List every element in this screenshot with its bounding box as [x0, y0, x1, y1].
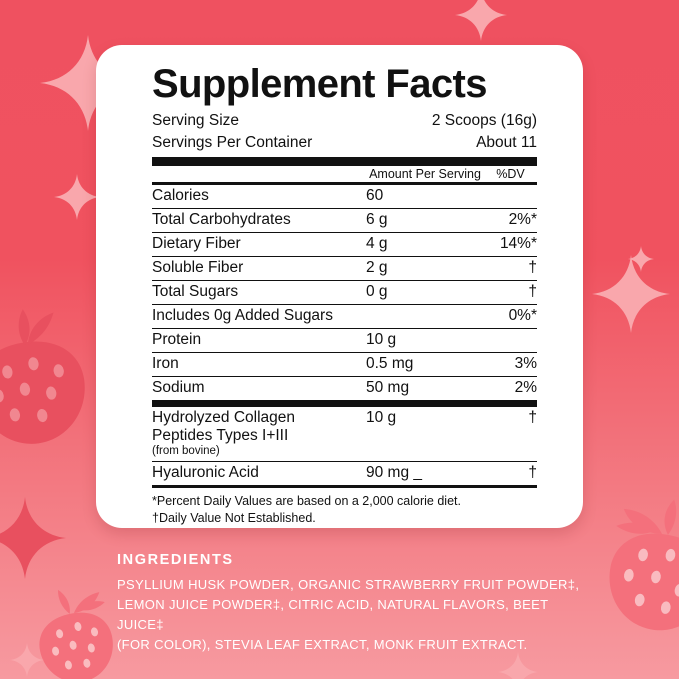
- row-amount: 60: [366, 181, 484, 209]
- row-dv: †: [484, 461, 537, 486]
- table-row: Includes 0g Added Sugars 0%*: [152, 303, 537, 329]
- table-row: Total Carbohydrates 6 g 2%*: [152, 207, 537, 233]
- row-dv: 14%*: [484, 231, 537, 257]
- row-dv: 2%*: [484, 207, 537, 233]
- row-dv: 2%: [484, 375, 537, 404]
- row-name: Dietary Fiber: [152, 231, 366, 257]
- row-amount: 10 g: [366, 399, 484, 462]
- table-row: Protein 10 g: [152, 327, 537, 353]
- serving-size-label: Serving Size: [152, 112, 240, 130]
- row-dv: [484, 327, 537, 353]
- row-amount: 0 g: [366, 279, 484, 305]
- table-header-row: Amount Per Serving %DV: [152, 166, 537, 184]
- row-dv: 3%: [484, 351, 537, 377]
- header-cell-name: [152, 166, 366, 184]
- row-name: Sodium: [152, 375, 366, 404]
- row-amount: 50 mg: [366, 375, 484, 404]
- row-amount: 90 mg _: [366, 461, 484, 486]
- row-dv: 0%*: [484, 303, 537, 329]
- ingredients-line: PSYLLIUM HUSK POWDER, ORGANIC STRAWBERRY…: [117, 577, 580, 592]
- servings-per-container-row: Servings Per Container About 11: [152, 132, 537, 153]
- header-cell-dv: %DV: [496, 166, 525, 181]
- ingredients-heading: INGREDIENTS: [117, 552, 234, 568]
- table-row: Dietary Fiber 4 g 14%*: [152, 231, 537, 257]
- servings-per-container-value: About 11: [476, 133, 537, 151]
- table-row: Calories 60: [152, 181, 537, 209]
- table-row-hyaluronic: Hyaluronic Acid 90 mg _ †: [152, 461, 537, 486]
- row-name: Protein: [152, 327, 366, 353]
- sparkle-icon-right-large: [592, 248, 670, 340]
- row-name: Total Sugars: [152, 279, 366, 305]
- ingredients-section: INGREDIENTS PSYLLIUM HUSK POWDER, ORGANI…: [117, 552, 587, 656]
- row-amount: 10 g: [366, 327, 484, 353]
- footnote-daily-value: †Daily Value Not Established.: [152, 510, 316, 525]
- sparkle-icon-bottom-left: [0, 490, 66, 586]
- serving-size-row: Serving Size 2 Scoops (16g): [152, 110, 537, 131]
- sparkle-icon-bottom-left-small: [10, 640, 44, 679]
- supplement-facts-card: Supplement Facts Serving Size 2 Scoops (…: [96, 45, 583, 528]
- sparkle-icon-left-mid: [54, 170, 100, 224]
- row-amount: 4 g: [366, 231, 484, 257]
- row-amount: [366, 303, 484, 329]
- row-name: Iron: [152, 351, 366, 377]
- divider-bottom: [152, 485, 537, 489]
- row-name: Hyaluronic Acid: [152, 461, 366, 486]
- row-name: Soluble Fiber: [152, 255, 366, 281]
- servings-per-container-label: Servings Per Container: [152, 133, 313, 151]
- header-cell-amount: Amount Per Serving: [369, 166, 481, 181]
- ingredients-list: PSYLLIUM HUSK POWDER, ORGANIC STRAWBERRY…: [117, 575, 587, 656]
- row-dv: †: [484, 255, 537, 281]
- table-row: Iron 0.5 mg 3%: [152, 351, 537, 377]
- divider-thick-top: [152, 156, 537, 166]
- ingredients-line: LEMON JUICE POWDER‡, CITRIC ACID, NATURA…: [117, 597, 549, 633]
- row-dv: [484, 181, 537, 209]
- row-name: Total Carbohydrates: [152, 207, 366, 233]
- sparkle-icon-right-small: [628, 244, 654, 274]
- footnotes: *Percent Daily Values are based on a 2,0…: [152, 493, 537, 526]
- footnote-percent-dv: *Percent Daily Values are based on a 2,0…: [152, 494, 461, 509]
- table-row-collagen: Hydrolyzed Collagen Peptides Types I+III…: [152, 399, 537, 462]
- row-name: Includes 0g Added Sugars: [152, 303, 366, 329]
- row-dv: †: [484, 279, 537, 305]
- row-dv: †: [484, 399, 537, 462]
- row-amount: 2 g: [366, 255, 484, 281]
- table-row: Soluble Fiber 2 g †: [152, 255, 537, 281]
- sparkle-icon-top-center: [455, 0, 507, 46]
- row-name: Hydrolyzed Collagen Peptides Types I+III…: [152, 399, 366, 462]
- row-name: Calories: [152, 181, 366, 209]
- page-title: Supplement Facts: [152, 62, 488, 106]
- serving-size-value: 2 Scoops (16g): [431, 112, 537, 130]
- row-amount: 0.5 mg: [366, 351, 484, 377]
- row-amount: 6 g: [366, 207, 484, 233]
- ingredients-line: (FOR COLOR), STEVIA LEAF EXTRACT, MONK F…: [117, 637, 528, 653]
- table-row: Sodium 50 mg 2%: [152, 375, 537, 404]
- strawberry-decoration-bottom-right: [576, 476, 679, 650]
- nutrition-table: Amount Per Serving %DV Calories 60 Total…: [152, 166, 537, 486]
- row-name-subnote: (from bovine): [152, 444, 220, 457]
- row-name-line2: Peptides Types I+III: [152, 426, 289, 444]
- row-name-line1: Hydrolyzed Collagen: [152, 408, 296, 426]
- table-row: Total Sugars 0 g †: [152, 279, 537, 305]
